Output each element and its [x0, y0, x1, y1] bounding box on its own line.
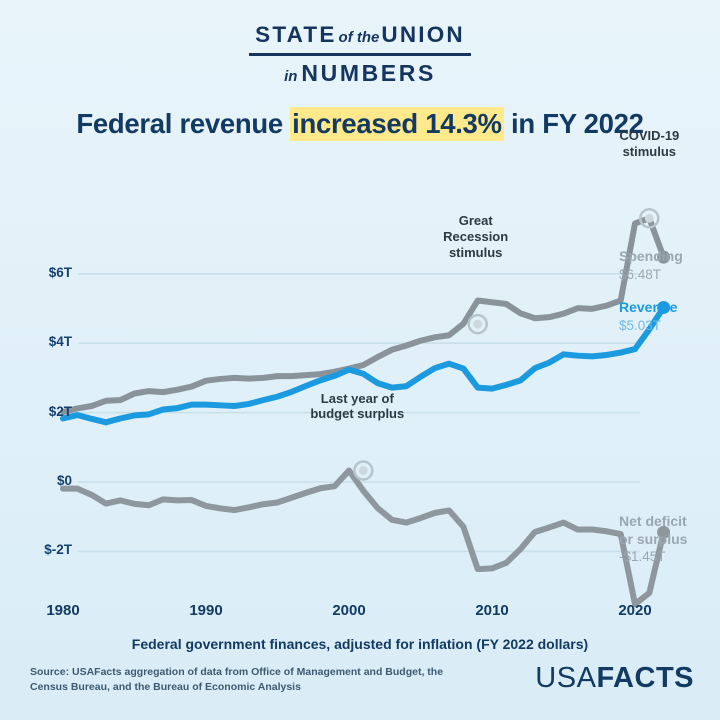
x-tick-label: 1990 — [189, 602, 223, 619]
series-label-revenue: Revenue $5.03T — [619, 299, 677, 334]
title-prefix: Federal revenue — [76, 108, 291, 139]
source-note: Source: USAFacts aggregation of data fro… — [30, 666, 444, 694]
brand-word-in: in — [284, 67, 298, 85]
endpoint-dot — [657, 525, 671, 539]
annotation-great-recession: Great Recession stimulus — [396, 213, 556, 261]
brand-word-numbers: NUMBERS — [301, 59, 436, 86]
annotation-marker-covid-19 — [639, 208, 660, 229]
annotation-line: Great — [458, 213, 493, 229]
title-suffix: in FY 2022 — [503, 108, 644, 139]
y-tick-label: $-2T — [44, 542, 72, 558]
page-title: Federal revenue increased 14.3% in FY 20… — [0, 107, 720, 141]
brand-header: STATE of theUNION in NUMBERS — [0, 22, 720, 87]
logo-facts: FACTS — [596, 662, 694, 694]
series-line-spending — [60, 215, 667, 415]
y-tick-label: $0 — [56, 473, 72, 488]
logo-usa: USA — [535, 662, 597, 694]
x-tick-label: 2020 — [618, 602, 652, 619]
y-tick-label: $6T — [48, 264, 72, 280]
annotation-line: stimulus — [448, 244, 503, 260]
series-label-spending: Spending $6.48T — [619, 248, 683, 283]
annotation-line: COVID-19 — [619, 128, 680, 144]
annotation-line: stimulus — [622, 144, 677, 160]
y-tick-label: $4T — [48, 334, 72, 350]
annotation-line: Recession — [443, 228, 509, 244]
x-tick-label: 1980 — [46, 602, 80, 619]
annotation-line: budget surplus — [310, 406, 405, 422]
series-line-net-deficit-or-surplus — [60, 467, 667, 608]
endpoint-dot — [657, 300, 671, 314]
deficit-label-value: -$1.45T — [619, 549, 666, 564]
x-tick-label: 2010 — [475, 602, 509, 619]
endpoint-dot — [657, 250, 671, 264]
brand-title-line-2: in NUMBERS — [0, 60, 720, 87]
series-line-revenue — [60, 304, 667, 426]
usafacts-logo: USAFACTS — [535, 662, 694, 695]
deficit-label-name-line1: Net deficit — [619, 513, 687, 529]
brand-title-line-1: STATE of theUNION — [0, 22, 720, 48]
annotation-covid-19: COVID-19 stimulus — [569, 128, 720, 160]
annotation-marker-budget-surplus — [353, 460, 374, 481]
deficit-label-name-line2: or surplus — [619, 530, 688, 547]
x-tick-label: 2000 — [332, 602, 366, 619]
revenue-label-name: Revenue — [619, 299, 678, 315]
spending-label-name: Spending — [619, 248, 683, 264]
spending-label-value: $6.48T — [619, 266, 662, 282]
brand-word-union: UNION — [381, 22, 465, 47]
series-label-deficit: Net deficit or surplus -$1.45T — [619, 513, 687, 566]
brand-divider-rule — [249, 53, 471, 56]
revenue-label-value: $5.03T — [619, 317, 662, 333]
axis-caption: Federal government finances, adjusted fo… — [131, 636, 589, 652]
brand-word-of-the: of the — [338, 29, 380, 46]
title-highlight: increased 14.3% — [290, 107, 504, 141]
annotation-line: Last year of — [320, 390, 394, 406]
brand-word-state: STATE — [255, 22, 337, 47]
annotation-marker-great-recession — [467, 313, 488, 335]
y-tick-label: $2T — [48, 403, 72, 419]
annotation-budget-surplus: Last year of budget surplus — [277, 391, 437, 423]
